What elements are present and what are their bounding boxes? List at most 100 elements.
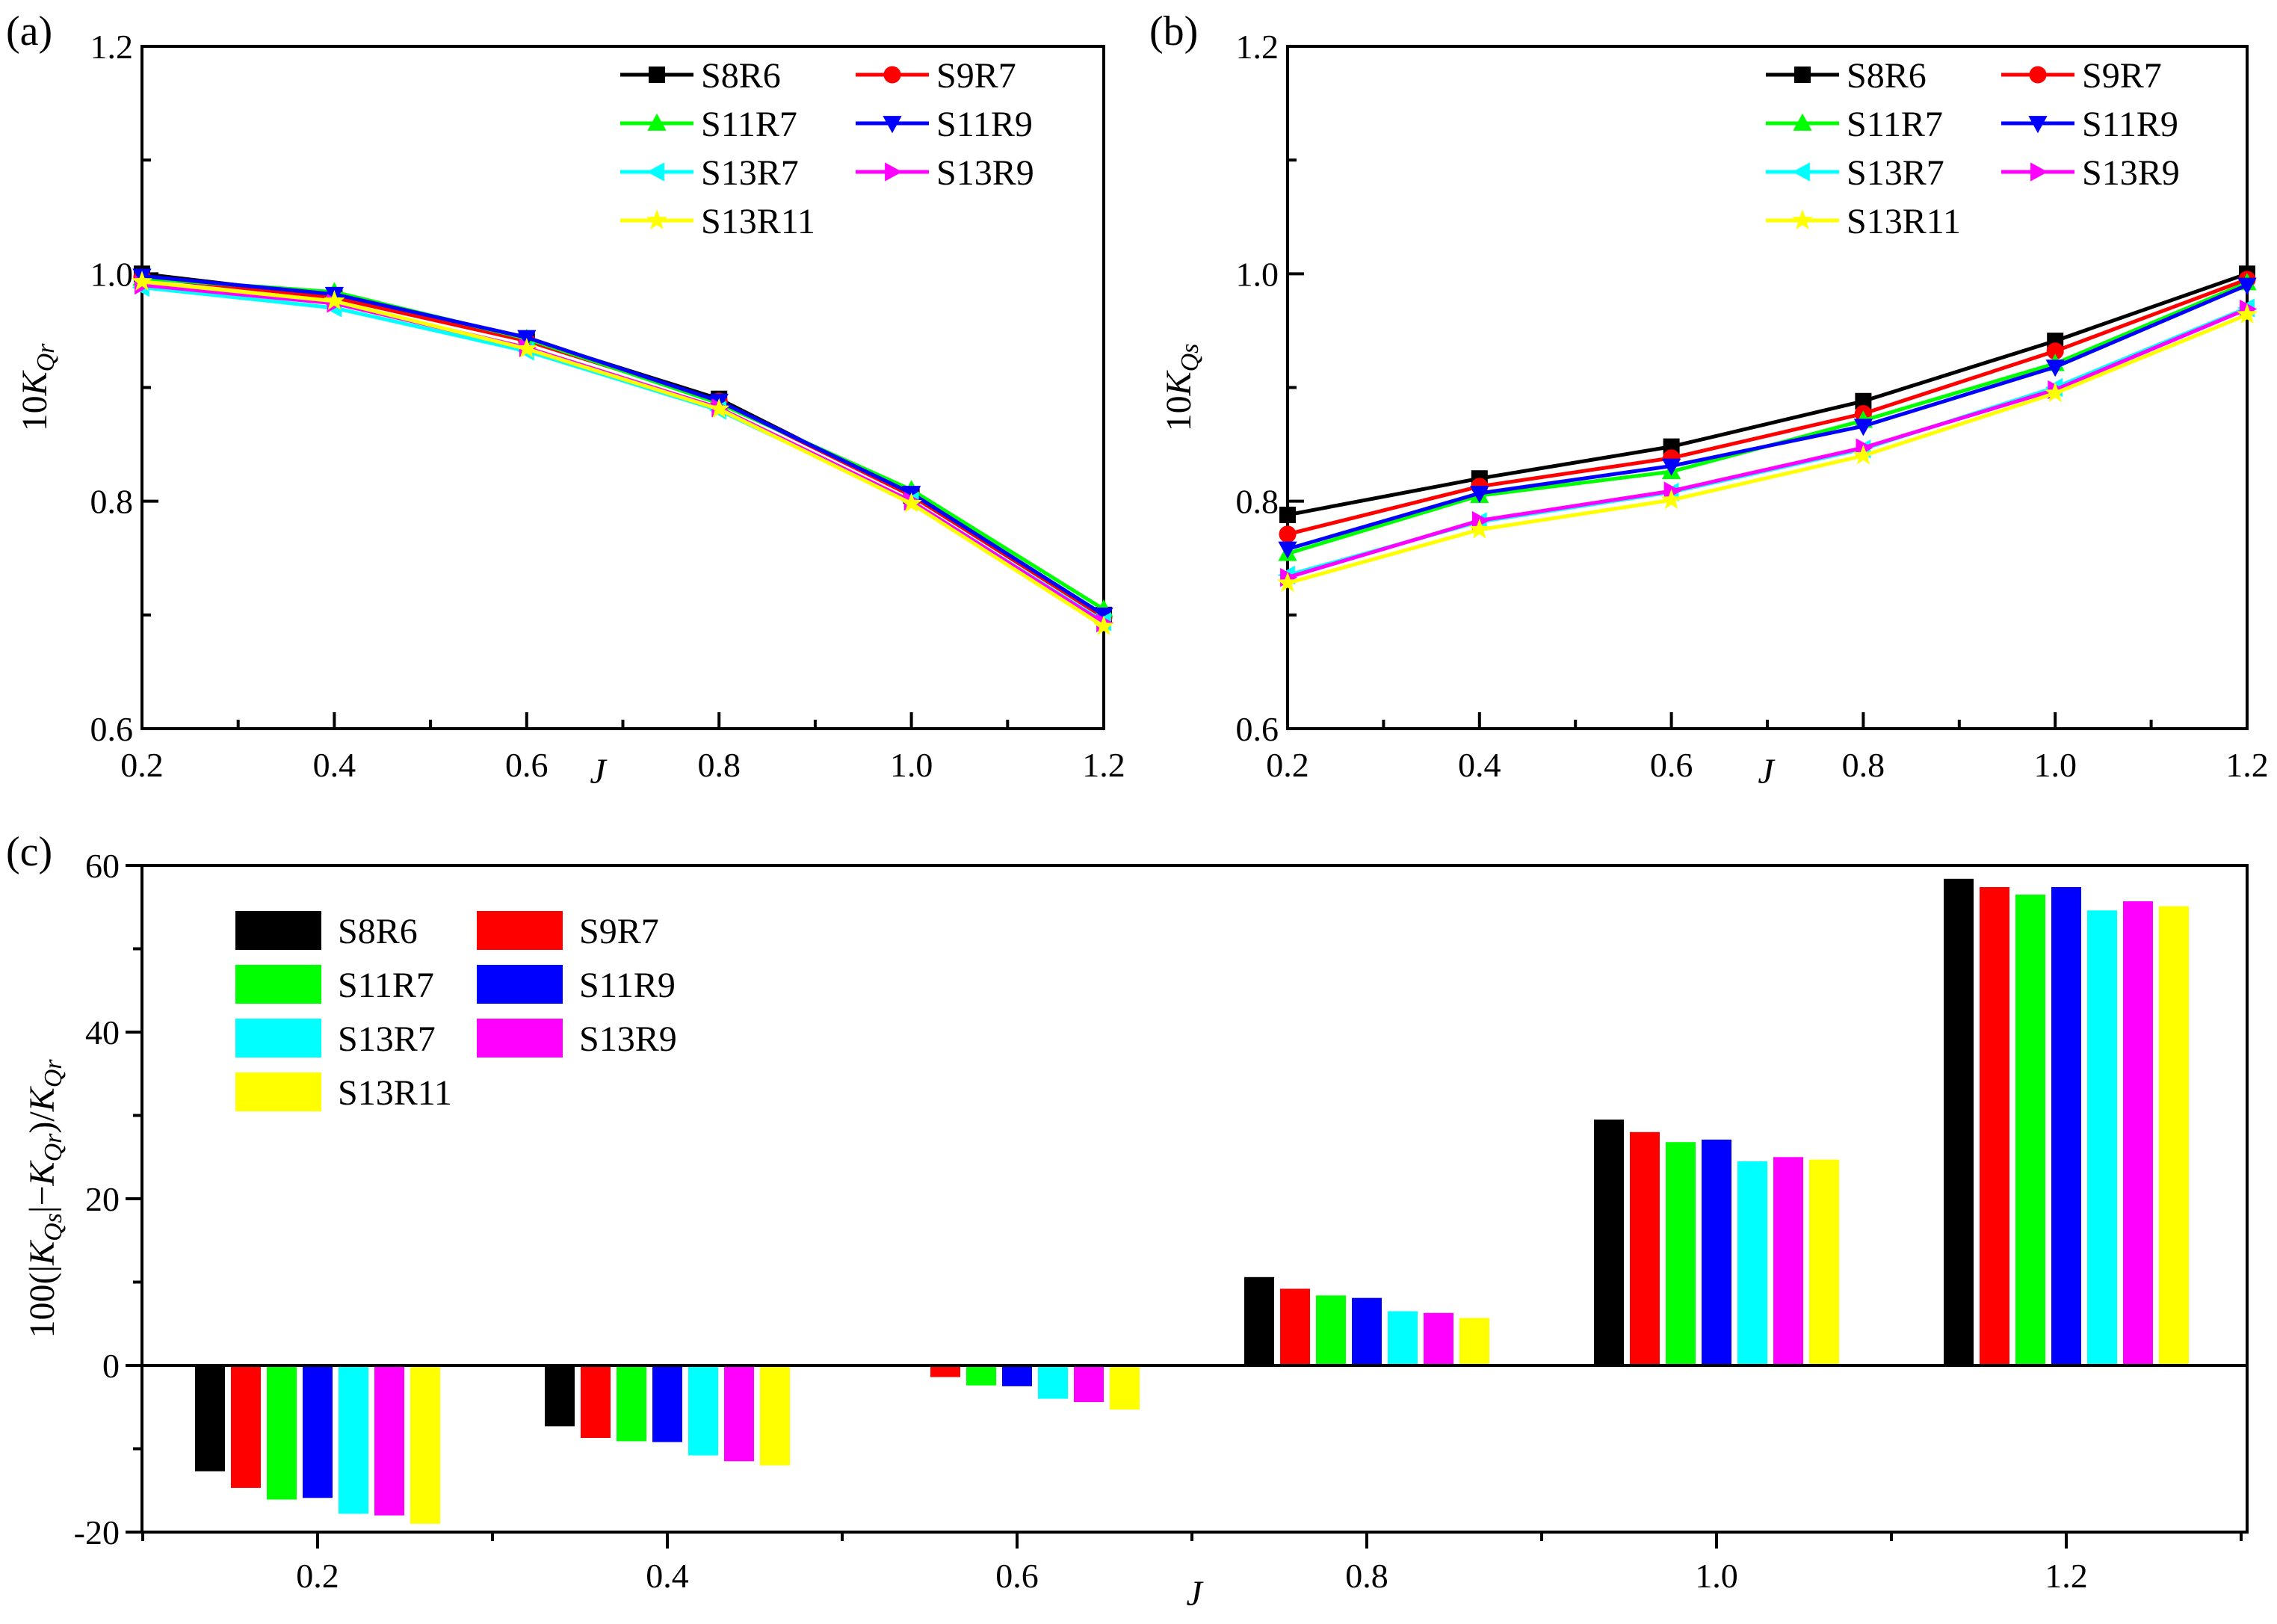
legend-item-S9R7: S9R7 [477,911,659,951]
bar [1002,1365,1032,1386]
legend-item-S13R11: S13R11 [235,1072,452,1113]
legend-item-S8R6: S8R6 [620,56,781,96]
series-S11R9 [303,886,2081,1498]
series-line [141,280,1105,629]
series-line [141,285,1105,624]
series-S8R6 [1279,265,2255,523]
data-point [1855,392,1872,410]
legend-label: S11R7 [701,105,797,144]
bar [2015,895,2045,1365]
x-tick-label: 0.2 [1266,746,1309,784]
series-S11R7 [1278,273,2257,561]
legend-item-S9R7: S9R7 [856,56,1016,96]
legend-label: S13R9 [2082,153,2180,193]
x-tick-label: 1.2 [2045,1557,2088,1595]
bar [1352,1297,1382,1365]
legend-swatch [235,1019,321,1058]
y-axis-label: 100(|KQs|−KQr)/KQr [22,1059,67,1339]
x-tick-label: 1.0 [1695,1557,1738,1595]
x-tick-label: 0.2 [120,746,164,784]
x-tick-label: 0.6 [505,746,549,784]
legend-swatch [235,965,321,1004]
bar [1424,1312,1453,1365]
legend-swatch [235,1072,321,1111]
bar [545,1365,575,1427]
bar [1594,1120,1624,1365]
bar [581,1365,611,1439]
x-tick-label: 0.4 [1458,746,1501,784]
series-S8R6 [134,265,1112,623]
legend-item-S8R6: S8R6 [235,911,418,951]
bar [1666,1142,1696,1365]
legend-item-S9R7: S9R7 [2001,56,2162,96]
data-point [2045,382,2066,403]
legend-marker [2028,116,2048,134]
series-line [1287,271,2248,517]
data-point [1276,572,1299,593]
legend-label: S13R11 [1847,202,1961,241]
bar [1809,1159,1839,1365]
x-axis-label: J [1186,1574,1204,1614]
bar [267,1365,297,1500]
data-point [1471,510,1489,531]
legend-marker [649,67,665,83]
y-tick-label: 60 [85,847,120,885]
data-point [1468,518,1490,539]
x-tick-label: 1.0 [2033,746,2077,784]
y-tick-label: 0 [102,1347,120,1385]
x-tick-label: 0.6 [995,1557,1039,1595]
legend-label: S11R9 [579,966,676,1005]
bar [966,1365,996,1386]
data-point [1279,525,1297,543]
series-S13R7 [339,910,2117,1514]
bar [1702,1139,1731,1365]
data-point [516,337,537,358]
y-tick-label: 0.6 [90,710,134,748]
data-point [1279,506,1296,523]
data-point [1663,481,1681,501]
legend-marker [1794,67,1811,83]
legend-item-S11R9: S11R9 [2001,105,2178,144]
bar [724,1365,754,1462]
legend-marker [2030,162,2048,182]
bar [1459,1318,1489,1365]
legend-marker [2029,66,2047,84]
y-tick-label: 1.0 [90,255,134,293]
panel-a: 0.2 0.4 0.6 0.8 1.0 1.2 0.6 0.8 1.0 1.2 (a) J 10KQr S… [6,8,1125,791]
bar [195,1365,225,1472]
bar [1244,1276,1274,1365]
data-point [2046,342,2064,360]
legend-marker [1791,209,1814,229]
legend-label: S9R7 [579,912,659,951]
legend-item-S13R11: S13R11 [620,202,815,241]
data-point [1853,444,1874,465]
bar [1737,1161,1767,1365]
legend-item-S13R9: S13R9 [477,1019,677,1059]
series-line [1287,277,2248,537]
y-axis-label: 10KQr [15,343,60,432]
bar [2087,910,2117,1365]
series-line [141,271,1105,617]
legend-marker [646,162,664,182]
data-point [2045,359,2065,377]
y-tick-label: 0.8 [1236,483,1279,521]
plot-frame [140,45,1105,730]
series-S13R11 [1276,303,2258,593]
y-tick-label: 0.8 [90,483,134,521]
series-line [141,275,1105,620]
y-tick-label: -20 [74,1513,120,1552]
data-point [324,290,345,310]
bar [1110,1365,1140,1410]
series-line [141,283,1105,625]
x-tick-label: 1.2 [1082,746,1125,784]
legend-label: S13R11 [338,1073,452,1113]
panel-c: 0.2 0.4 0.6 0.8 1.0 1.2 -20 0 20 40 60 (c) J 100(|KQs… [6,829,2249,1614]
legend-item-S13R9: S13R9 [2001,153,2180,193]
legend-item-S11R7: S11R7 [235,965,434,1005]
x-tick-label: 0.8 [1345,1557,1388,1595]
series-S11R7 [132,268,1113,617]
bar [1388,1311,1418,1365]
series-S13R7 [132,277,1111,632]
panel-b: 0.2 0.4 0.6 0.8 1.0 1.2 0.6 0.8 1.0 1.2 (b) J 10KQs S… [1149,8,2269,791]
